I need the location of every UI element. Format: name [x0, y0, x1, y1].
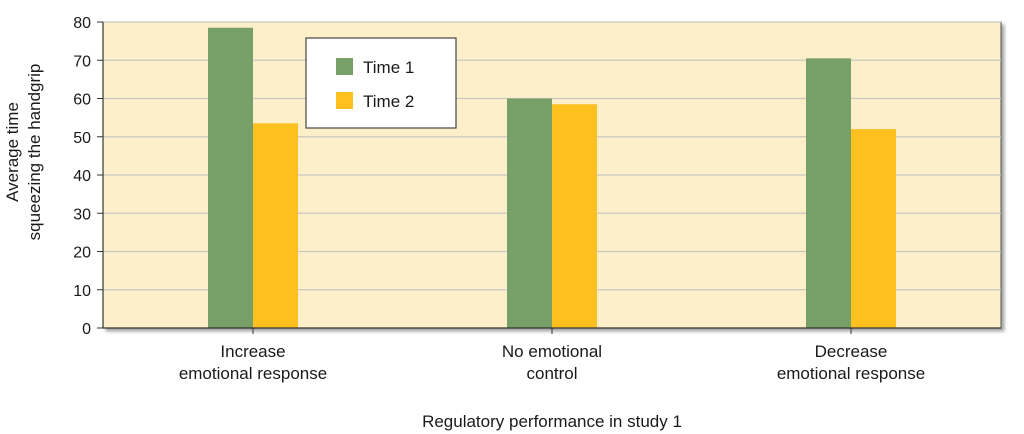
x-category-label-2-line-2: control	[526, 364, 577, 383]
y-tick-label-30: 30	[73, 206, 91, 223]
x-category-label-3-line-1: Decrease	[815, 342, 888, 361]
y-tick-label-10: 10	[73, 283, 91, 300]
y-tick-label-0: 0	[82, 321, 91, 338]
x-category-label-2-line-1: No emotional	[502, 342, 602, 361]
legend-label-1: Time 1	[363, 58, 414, 77]
bar-time-2-cat-3	[851, 129, 896, 328]
y-tick-label-70: 70	[73, 53, 91, 70]
legend-swatch-2	[336, 92, 353, 109]
y-axis-title: Average time squeezing the handgrip	[3, 64, 44, 241]
bar-time-1-cat-2	[507, 98, 552, 328]
bar-time-2-cat-1	[253, 123, 298, 328]
y-tick-label-20: 20	[73, 245, 91, 262]
x-category-label-2: No emotional control	[502, 342, 602, 383]
y-tick-label-40: 40	[73, 168, 91, 185]
x-axis-title: Regulatory performance in study 1	[422, 412, 682, 431]
x-category-label-3: Decrease emotional response	[777, 342, 925, 383]
legend-swatch-1	[336, 58, 353, 75]
y-tick-label-60: 60	[73, 92, 91, 109]
x-category-label-1-line-2: emotional response	[179, 364, 327, 383]
x-category-label-3-line-2: emotional response	[777, 364, 925, 383]
y-axis-title-line-1: Average time	[3, 102, 22, 202]
x-category-label-1: Increase emotional response	[179, 342, 327, 383]
bar-time-1-cat-1	[208, 27, 253, 329]
y-tick-label-50: 50	[73, 130, 91, 147]
bar-time-2-cat-2	[552, 104, 597, 328]
x-category-label-1-line-1: Increase	[220, 342, 285, 361]
y-axis-title-line-2: squeezing the handgrip	[25, 64, 44, 241]
y-tick-label-80: 80	[73, 15, 91, 32]
bar-time-1-cat-3	[806, 58, 851, 329]
legend-label-2: Time 2	[363, 92, 414, 111]
legend-box	[305, 37, 457, 129]
